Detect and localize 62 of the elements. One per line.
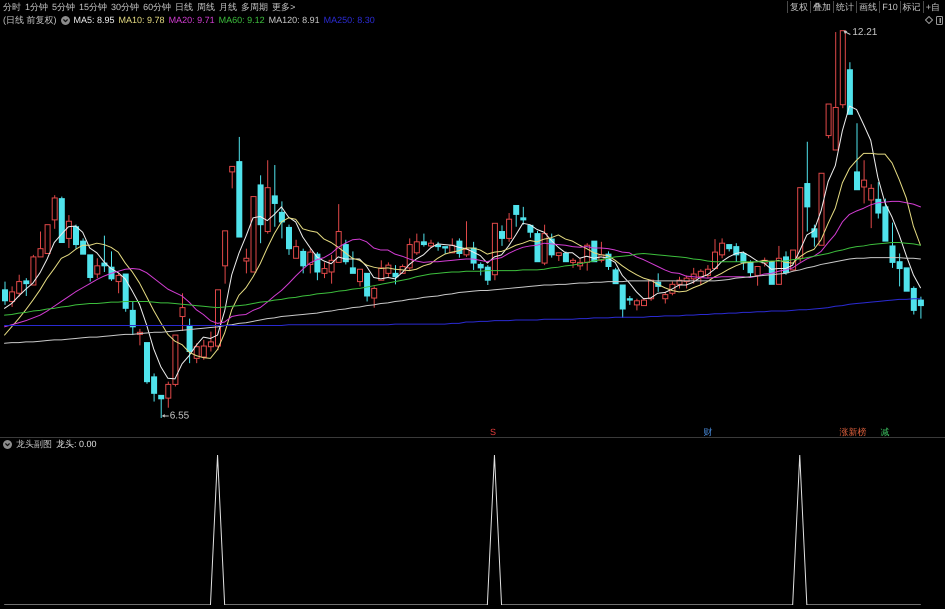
candlestick: [158, 394, 164, 418]
candlestick: [286, 224, 292, 256]
text: 统计: [836, 2, 854, 12]
candlestick: [804, 141, 810, 232]
text: 涨新榜: [840, 427, 866, 437]
text: MA20: 9.71: [168, 15, 215, 25]
candlestick: [180, 292, 186, 332]
text: 叠加: [813, 2, 832, 12]
text: 月线: [219, 2, 238, 12]
chart-title: 龙头副图: [16, 438, 52, 448]
text: 15分钟: [79, 2, 108, 12]
text: 减: [880, 427, 890, 437]
text: 复权: [790, 2, 808, 12]
candlestick: [776, 245, 782, 285]
candlestick: [868, 184, 874, 229]
candlestick: [23, 278, 30, 296]
text: +自: [926, 2, 940, 12]
text: MA5: 8.95: [74, 15, 115, 25]
text: S: [490, 427, 496, 437]
text: 日线: [175, 2, 194, 12]
candlestick: [527, 224, 534, 238]
text: 龙头: 0.00: [56, 438, 97, 448]
candlestick: [236, 136, 242, 238]
text: 周线: [197, 2, 216, 12]
text: MA120: 8.91: [268, 15, 320, 25]
chart-title: (日线 前复权): [3, 14, 56, 24]
candlestick: [364, 272, 370, 302]
text: 30分钟: [111, 2, 140, 12]
candlestick: [278, 200, 285, 239]
text: 财: [704, 427, 712, 437]
candlestick: [229, 166, 236, 189]
candlestick: [222, 230, 228, 284]
candlestick: [350, 250, 356, 274]
text: 1分钟: [25, 2, 48, 12]
text: MA60: 9.12: [218, 15, 265, 25]
candlestick: [52, 194, 58, 230]
candlestick: [854, 122, 860, 190]
text: MA10: 9.78: [118, 15, 165, 25]
candlestick: [513, 204, 520, 228]
candlestick: [861, 160, 868, 204]
text: 标记: [902, 2, 921, 12]
candlestick: [258, 174, 264, 244]
candlestick: [66, 214, 72, 248]
candlestick: [272, 164, 278, 228]
candlestick: [357, 268, 363, 287]
text: 5分钟: [52, 2, 76, 12]
candlestick: [648, 280, 654, 302]
candlestick: [846, 62, 853, 115]
text: 更多>: [272, 2, 296, 12]
text: MA250: 8.30: [324, 15, 375, 25]
candlestick: [818, 172, 824, 246]
text: F10: [882, 2, 898, 12]
text: 多周期: [241, 2, 268, 12]
annotation: 6.55: [170, 410, 190, 422]
text: 分时: [3, 2, 21, 12]
text: 画线: [859, 2, 878, 12]
candlestick: [556, 252, 562, 262]
text: 60分钟: [143, 2, 172, 12]
candlestick: [754, 266, 761, 286]
candlestick: [492, 222, 498, 281]
candlestick: [449, 238, 456, 254]
annotation: 12.21: [852, 27, 878, 38]
